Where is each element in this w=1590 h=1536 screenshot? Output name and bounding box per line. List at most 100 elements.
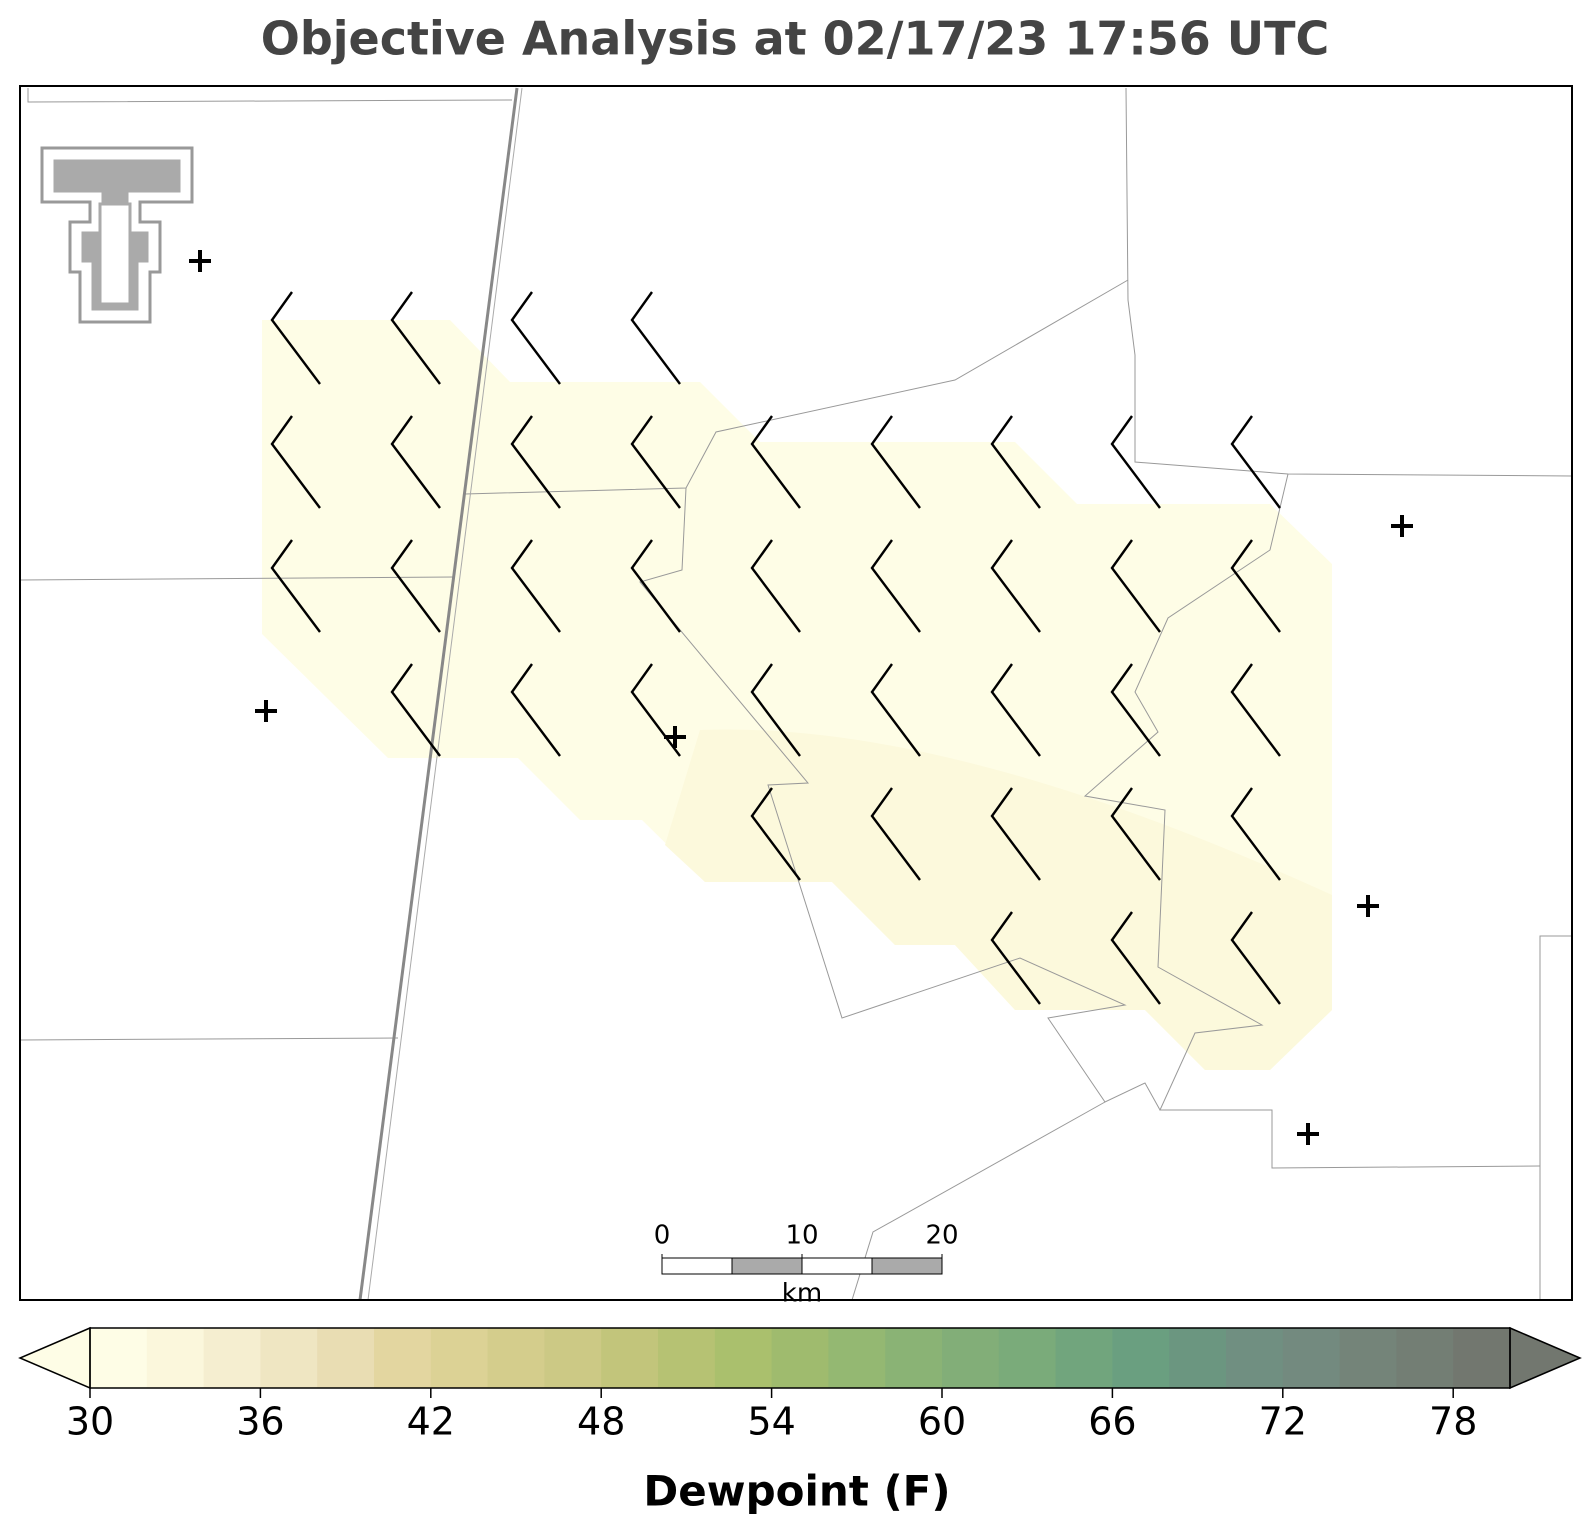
wind-barb (270, 291, 321, 385)
wind-barb (1110, 663, 1161, 757)
wind-barb (390, 663, 441, 757)
colorbar-segment (1055, 1328, 1113, 1388)
state-line (358, 87, 519, 1301)
colorbar-segment (1339, 1328, 1397, 1388)
colorbar-segment (1112, 1328, 1170, 1388)
wind-barb (990, 539, 1041, 633)
colorbar-tick-label: 36 (236, 1400, 284, 1444)
wind-barb (990, 415, 1041, 509)
station-marker (1297, 1123, 1319, 1145)
wind-barb (630, 663, 681, 757)
station-marker (1357, 895, 1379, 917)
wind-barb (990, 787, 1041, 881)
wind-barb (750, 663, 801, 757)
colorbar-tick-label: 42 (407, 1400, 455, 1444)
colorbar-extend-low (18, 1326, 91, 1390)
colorbar-segment (1396, 1328, 1454, 1388)
colorbar-segment (90, 1328, 148, 1388)
colorbar-segment (374, 1328, 432, 1388)
colorbar-segment (601, 1328, 659, 1388)
colorbar-segment (658, 1328, 716, 1388)
colorbar-segment (714, 1328, 773, 1388)
wind-barb (270, 539, 321, 633)
wind-barb (1230, 415, 1281, 509)
colorbar-label: Dewpoint (F) (643, 1467, 950, 1516)
wind-barb (510, 539, 561, 633)
colorbar-segment (1226, 1328, 1284, 1388)
wind-barb (1230, 787, 1281, 881)
wind-barb (1110, 539, 1161, 633)
colorbar-segment (942, 1328, 1000, 1388)
scale-tick-label: 20 (925, 1221, 958, 1251)
wind-barb (1110, 415, 1161, 509)
scale-segment (661, 1257, 733, 1275)
colorbar-segment (260, 1328, 318, 1388)
dewpoint-fill-2 (665, 729, 1332, 1070)
colorbar-segment (998, 1328, 1057, 1388)
wind-barb (870, 539, 921, 633)
colorbar-segment (544, 1328, 602, 1388)
wind-barb (510, 291, 561, 385)
colorbar-segment (487, 1328, 545, 1388)
wind-barb (390, 415, 441, 509)
wind-barb (870, 415, 921, 509)
wind-barb (510, 415, 561, 509)
scale-segment (801, 1257, 873, 1275)
wind-barb (390, 539, 441, 633)
station-marker (255, 700, 277, 722)
wind-barb (750, 539, 801, 633)
scale-tick-label: 0 (654, 1221, 671, 1251)
map (19, 85, 1573, 1301)
wind-barb (270, 415, 321, 509)
scale-bar: 0 10 20 km (654, 1221, 959, 1309)
colorbar-tick-label: 66 (1088, 1400, 1136, 1444)
station-marker (189, 250, 211, 272)
wind-barb (1230, 663, 1281, 757)
wind-barb (990, 911, 1041, 1005)
colorbar-extend-high (1509, 1326, 1582, 1390)
colorbar-segment (317, 1328, 375, 1388)
wind-barb (630, 539, 681, 633)
scale-unit: km (782, 1279, 822, 1309)
colorbar: 30 36 42 48 54 60 66 72 78 (18, 1326, 1582, 1444)
colorbar-tick-label: 48 (577, 1400, 625, 1444)
colorbar-segment (1453, 1328, 1511, 1388)
wind-barb (630, 415, 681, 509)
colorbar-segment (203, 1328, 261, 1388)
county-lines (19, 87, 1573, 1301)
colorbar-tick-label: 30 (66, 1400, 114, 1444)
logo (40, 146, 194, 324)
stations (189, 250, 1413, 1145)
wind-barb (750, 415, 801, 509)
wind-barb (990, 663, 1041, 757)
colorbar-frame (89, 1327, 1511, 1389)
colorbar-segment (1282, 1328, 1341, 1388)
title: Objective Analysis at 02/17/23 17:56 UTC (261, 12, 1330, 66)
wind-barb (1110, 911, 1161, 1005)
colorbar-segment (828, 1328, 886, 1388)
wind-barb (1110, 787, 1161, 881)
colorbar-tick-label: 72 (1259, 1400, 1307, 1444)
colorbar-tick-label: 78 (1429, 1400, 1477, 1444)
wind-barb (1230, 539, 1281, 633)
station-marker (1391, 515, 1413, 537)
wind-barb (390, 291, 441, 385)
wind-barb (1230, 911, 1281, 1005)
scale-segment (731, 1257, 803, 1275)
wind-barb (510, 663, 561, 757)
wind-barb (750, 787, 801, 881)
wind-barbs (270, 291, 1281, 1005)
colorbar-segment (885, 1328, 943, 1388)
colorbar-tick-label: 54 (747, 1400, 795, 1444)
colorbar-tick-label: 60 (918, 1400, 966, 1444)
colorbar-segment (1169, 1328, 1227, 1388)
scale-tick-label: 10 (785, 1221, 818, 1251)
colorbar-segment (430, 1328, 489, 1388)
colorbar-segment (771, 1328, 829, 1388)
wind-barb (870, 787, 921, 881)
state-line (367, 87, 523, 1301)
map-frame (19, 85, 1573, 1301)
colorbar-segment (146, 1328, 205, 1388)
